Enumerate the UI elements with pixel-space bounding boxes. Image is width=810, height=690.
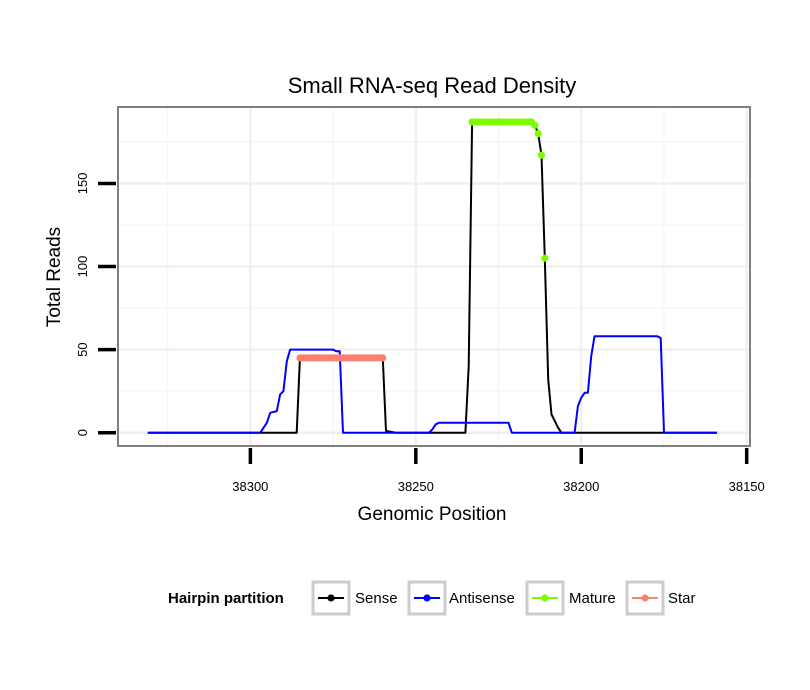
series-layer <box>147 118 717 434</box>
legend-label: Antisense <box>449 590 515 607</box>
data-point-mature <box>537 151 546 159</box>
legend-label: Star <box>668 590 696 607</box>
legend-key-point <box>541 594 549 602</box>
data-point-mature <box>541 254 549 262</box>
legend-label: Mature <box>569 590 616 607</box>
x-tick-label: 38250 <box>398 479 434 494</box>
y-tick-label: 0 <box>75 429 90 436</box>
y-axis: 0 50 100 150 <box>75 173 116 436</box>
legend-item-antisense: Antisense <box>407 580 515 616</box>
legend: Hairpin partition Sense Antisense Mature St… <box>168 580 696 616</box>
data-point-mature <box>531 121 539 129</box>
legend-title: Hairpin partition <box>168 590 284 607</box>
x-tick-label: 38300 <box>232 479 268 494</box>
legend-key-point <box>641 594 649 602</box>
series-points-star <box>296 354 387 362</box>
plot-background <box>118 107 750 446</box>
legend-item-sense: Sense <box>311 580 398 616</box>
data-point-star <box>379 354 387 362</box>
legend-item-mature: Mature <box>525 580 616 616</box>
series-line-antisense <box>147 335 717 434</box>
x-tick-label: 38150 <box>729 479 765 494</box>
y-tick-label: 100 <box>75 256 90 278</box>
x-axis: 38300 38250 38200 38150 <box>232 448 765 494</box>
x-tick-label: 38200 <box>563 479 599 494</box>
legend-label: Sense <box>355 590 398 607</box>
legend-key-point <box>423 594 431 602</box>
y-tick-label: 150 <box>75 173 90 195</box>
plot-border <box>117 106 751 447</box>
chart-title: Small RNA-seq Read Density <box>288 73 577 98</box>
legend-item-star: Star <box>625 580 696 616</box>
data-point-mature <box>534 130 542 138</box>
legend-key-point <box>327 594 335 602</box>
y-axis-label: Total Reads <box>44 227 65 327</box>
y-tick-label: 50 <box>75 342 90 356</box>
x-axis-label: Genomic Position <box>358 504 507 525</box>
series-points-mature <box>468 118 549 262</box>
